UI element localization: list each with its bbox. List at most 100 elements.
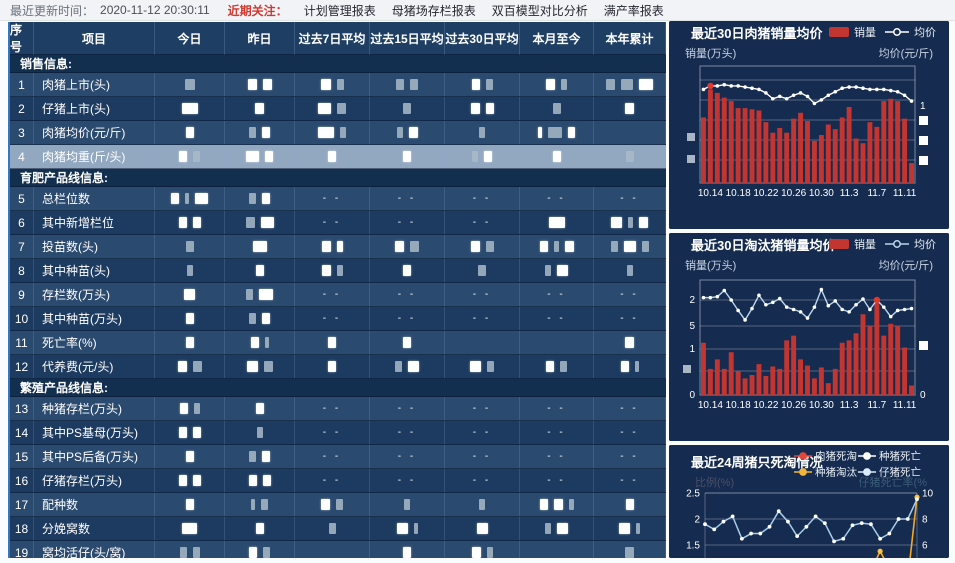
- legend-label[interactable]: 均价: [914, 238, 936, 251]
- table-row[interactable]: 4 肉猪均重(斤/头): [10, 145, 666, 169]
- legend-line-marker[interactable]: [893, 240, 901, 248]
- line-point: [757, 293, 761, 298]
- redacted-value-block: [250, 337, 259, 348]
- legend-line-marker[interactable]: [863, 452, 871, 460]
- no-data-dashes: - -: [547, 193, 566, 204]
- value-cell: - -: [295, 397, 370, 420]
- redacted-value-block: [611, 217, 622, 228]
- value-cell: [594, 259, 666, 282]
- bar: [707, 368, 713, 395]
- column-header: 过去7日平均: [295, 22, 370, 55]
- redacted-value-block: [560, 361, 567, 372]
- value-cell: - -: [295, 445, 370, 468]
- table-row[interactable]: 2 仔猪上市(头): [10, 97, 666, 121]
- bar: [728, 101, 734, 183]
- value-cell: [225, 541, 295, 558]
- legend-label[interactable]: 肉猪死淘: [815, 450, 857, 463]
- line-point: [764, 91, 768, 95]
- redacted-tick-block: [919, 156, 928, 165]
- value-cell: - -: [520, 283, 594, 306]
- value-cell: - -: [520, 445, 594, 468]
- redacted-value-block: [404, 499, 410, 510]
- bar: [888, 323, 894, 395]
- legend-label[interactable]: 种猪死亡: [879, 450, 921, 463]
- redacted-value-block: [471, 547, 481, 558]
- table-row[interactable]: 17 配种数: [10, 493, 666, 517]
- redacted-value-block: [320, 79, 331, 90]
- bar: [798, 359, 804, 395]
- table-row[interactable]: 12 代养费(元/头): [10, 355, 666, 379]
- redacted-value-block: [403, 151, 411, 162]
- value-cell: [225, 121, 295, 144]
- menu-item-sow-inventory-report[interactable]: 母猪场存栏报表: [391, 3, 476, 18]
- y-axis-right-label: 均价(元/斤): [879, 47, 933, 60]
- table-row[interactable]: 11 死亡率(%): [10, 331, 666, 355]
- table-row[interactable]: 13 种猪存栏(万头) - - - - - - - - - -: [10, 397, 666, 421]
- legend-bar-swatch[interactable]: [829, 27, 849, 37]
- table-row[interactable]: 16 仔猪存栏(万头) - - - - - - - - - -: [10, 469, 666, 493]
- redacted-value-block: [193, 151, 200, 162]
- line-point: [798, 91, 803, 95]
- row-item-label: 肉猪上市(头): [34, 73, 155, 96]
- table-row[interactable]: 14 其中PS基母(万头) - - - - - - - - - -: [10, 421, 666, 445]
- table-row[interactable]: 6 其中新增栏位 - - - - - -: [10, 211, 666, 235]
- redacted-value-block: [184, 79, 195, 90]
- legend-line-marker[interactable]: [863, 468, 871, 476]
- redacted-value-block: [255, 523, 264, 534]
- value-cell: [225, 97, 295, 120]
- no-data-dashes: - -: [322, 475, 342, 486]
- redacted-value-block: [484, 151, 492, 162]
- legend-label[interactable]: 销量: [854, 25, 876, 39]
- table-row[interactable]: 7 投苗数(头): [10, 235, 666, 259]
- table-row[interactable]: 18 分娩窝数: [10, 517, 666, 541]
- value-cell: [520, 493, 594, 516]
- legend-label[interactable]: 均价: [914, 26, 936, 39]
- line-point: [777, 296, 782, 301]
- legend-line-marker[interactable]: [893, 28, 901, 36]
- menu-item-plan-report[interactable]: 计划管理报表: [303, 3, 376, 18]
- legend-label[interactable]: 仔猪死亡: [879, 466, 921, 479]
- redacted-value-block: [568, 499, 574, 510]
- redacted-value-block: [557, 265, 568, 276]
- table-row[interactable]: 10 其中种苗(万头) - - - - - - - - - -: [10, 307, 666, 331]
- redacted-value-block: [610, 241, 618, 252]
- line-point: [712, 527, 717, 532]
- line-point: [786, 519, 790, 524]
- no-data-dashes: - -: [472, 475, 492, 486]
- redacted-value-block: [619, 523, 630, 534]
- redacted-value-block: [185, 313, 194, 324]
- y-axis-left-label-dim: 比例(%): [695, 475, 734, 489]
- row-item-label: 总栏位数: [34, 187, 155, 210]
- table-row[interactable]: 15 其中PS后备(万头) - - - - - - - - - -: [10, 445, 666, 469]
- table-row[interactable]: 8 其中种苗(头): [10, 259, 666, 283]
- bar: [742, 378, 748, 395]
- legend-label[interactable]: 销量: [854, 237, 876, 251]
- value-cell: [155, 541, 225, 558]
- value-cell: - -: [370, 397, 445, 420]
- line-point: [736, 84, 740, 88]
- table-row[interactable]: 9 存栏数(万头) - - - - - - - - - -: [10, 283, 666, 307]
- table-row[interactable]: 3 肉猪均价(元/斤): [10, 121, 666, 145]
- y-axis-right-label: 均价(元/斤): [879, 259, 933, 272]
- line-point: [909, 99, 914, 103]
- legend-line-marker[interactable]: [799, 452, 807, 460]
- legend-bar-swatch[interactable]: [829, 239, 849, 249]
- redacted-value-block: [262, 127, 270, 138]
- redacted-tick-block: [919, 136, 928, 145]
- chart-title: 最近30日肉猪销量均价: [691, 26, 823, 41]
- table-row[interactable]: 5 总栏位数 - - - - - - - - - -: [10, 187, 666, 211]
- legend-line-marker[interactable]: [799, 468, 807, 476]
- redacted-value-block: [487, 361, 494, 372]
- bar: [749, 375, 755, 395]
- menu-item-full-capacity-report[interactable]: 满产率报表: [603, 3, 664, 18]
- column-header: 今日: [155, 22, 225, 55]
- no-data-dashes: - -: [547, 313, 566, 324]
- redacted-value-block: [470, 361, 481, 372]
- menu-item-model-compare[interactable]: 双百模型对比分析: [491, 3, 588, 18]
- legend-label[interactable]: 种猪淘汰: [815, 466, 857, 479]
- table-row[interactable]: 19 窝均活仔(头/窝): [10, 541, 666, 558]
- value-cell: - -: [370, 187, 445, 210]
- table-row[interactable]: 1 肉猪上市(头): [10, 73, 666, 97]
- no-data-dashes: - -: [322, 289, 342, 300]
